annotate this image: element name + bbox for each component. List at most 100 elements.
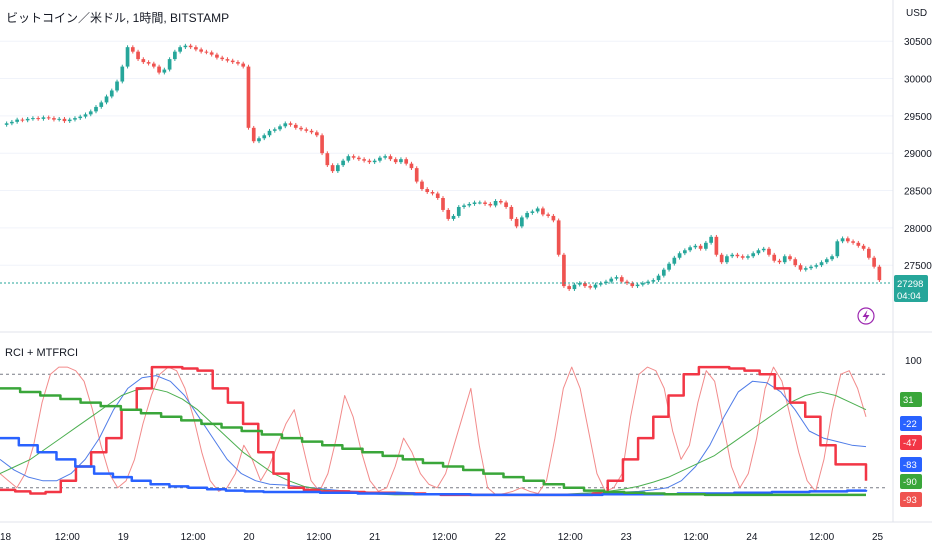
- candle-body: [751, 253, 756, 257]
- candle-body: [477, 202, 482, 204]
- time-tick-label: 12:00: [809, 532, 834, 543]
- candle-body: [772, 254, 777, 261]
- candle-body: [562, 254, 566, 287]
- candle-body: [314, 132, 319, 136]
- candle-body: [278, 126, 282, 130]
- candle-body: [483, 202, 487, 204]
- rci-value-badge: 31: [900, 392, 922, 407]
- candle-body: [346, 156, 351, 161]
- price-axis[interactable]: 30500 30000 29500 29000 28500 28000 27500: [904, 37, 932, 272]
- candle-body: [178, 47, 182, 52]
- candle-body: [372, 160, 377, 163]
- candle-body: [230, 60, 235, 63]
- candle-body: [646, 281, 650, 284]
- rci-value-text: -83: [903, 460, 917, 471]
- candle-body: [383, 156, 388, 158]
- candle-body: [504, 202, 508, 207]
- candle-body: [845, 238, 850, 242]
- candle-body: [814, 265, 819, 267]
- lightning-icon[interactable]: [857, 307, 875, 325]
- candle-body: [309, 130, 314, 133]
- candle-body: [130, 47, 135, 52]
- mtfrci-green-line: [0, 387, 866, 497]
- rci-value-badge: -90: [900, 474, 922, 489]
- rci-value-badge: -83: [900, 457, 922, 472]
- candle-body: [472, 202, 477, 204]
- candle-body: [115, 81, 119, 91]
- candle-body: [399, 159, 403, 163]
- candle-body: [425, 189, 430, 193]
- candle-body: [10, 121, 14, 124]
- candle-body: [556, 220, 561, 255]
- time-axis[interactable]: 18 12:00 19 12:00 20 12:00 21 12:00 22 12:00 23 12:…: [0, 532, 884, 543]
- candle-body: [220, 57, 225, 60]
- candle-body: [567, 286, 572, 290]
- candle-body: [788, 256, 792, 260]
- candle-body: [141, 59, 146, 63]
- candle-body: [362, 159, 366, 161]
- candle-body: [777, 260, 782, 263]
- candle-body: [31, 118, 35, 120]
- candle-body: [288, 123, 293, 125]
- candle-body: [667, 263, 671, 270]
- candle-body: [62, 118, 67, 122]
- candle-body: [819, 262, 824, 266]
- time-tick-label: 12:00: [558, 532, 583, 543]
- candle-body: [709, 236, 713, 243]
- candle-body: [272, 129, 277, 131]
- time-tick-label: 22: [495, 532, 507, 543]
- candle-body: [20, 119, 25, 121]
- candle-body: [451, 215, 456, 219]
- candle-body: [714, 236, 719, 255]
- candle-body: [614, 277, 619, 279]
- candle-body: [251, 127, 256, 142]
- price-tick-label: 28000: [904, 224, 932, 235]
- rci-value-text: 31: [903, 395, 914, 406]
- candle-body: [877, 266, 882, 281]
- candle-body: [146, 62, 151, 64]
- candle-body: [167, 59, 172, 70]
- candle-body: [183, 45, 188, 48]
- price-tick-label: 30000: [904, 75, 932, 86]
- candle-body: [188, 45, 193, 48]
- symbol-title[interactable]: ビットコイン／米ドル, 1時間, BITSTAMP: [6, 11, 229, 25]
- candle-body: [120, 66, 125, 82]
- candle-body: [740, 256, 745, 258]
- candle-body: [824, 259, 829, 263]
- rci-value-badge: -22: [900, 416, 922, 431]
- candle-body: [162, 69, 167, 73]
- time-tick-label: 24: [746, 532, 758, 543]
- candle-body: [330, 165, 335, 172]
- currency-label[interactable]: USD: [906, 8, 927, 19]
- candle-body: [583, 283, 587, 287]
- rci-value-text: -47: [903, 438, 917, 449]
- candle-body: [241, 63, 246, 67]
- candle-body: [604, 281, 608, 284]
- price-tick-label: 30500: [904, 37, 932, 48]
- candle-body: [535, 208, 540, 212]
- candle-body: [588, 286, 593, 288]
- rci-short-line: [0, 366, 867, 496]
- time-tick-label: 12:00: [683, 532, 708, 543]
- time-tick-label: 21: [369, 532, 381, 543]
- candle-body: [320, 135, 324, 154]
- candle-body: [157, 66, 161, 73]
- candle-body: [151, 63, 156, 67]
- rci-value-badges: 31 -22 -47 -83 -90 -93: [900, 392, 922, 507]
- rci-value-badge: -93: [900, 492, 922, 507]
- candle-body: [4, 123, 9, 125]
- indicator-title[interactable]: RCI + MTFRCI: [5, 347, 78, 359]
- candle-body: [104, 96, 109, 103]
- candle-body: [698, 245, 703, 249]
- candle-body: [299, 127, 303, 130]
- candle-body: [798, 265, 803, 270]
- candle-body: [357, 157, 361, 160]
- last-price-value: 27298: [897, 279, 923, 290]
- candle-body: [756, 250, 761, 254]
- price-tick-label: 27500: [904, 261, 932, 272]
- candle-body: [746, 256, 750, 258]
- candle-body: [851, 241, 855, 243]
- candle-body: [493, 200, 498, 206]
- candle-body: [136, 51, 140, 60]
- candle-body: [661, 269, 666, 276]
